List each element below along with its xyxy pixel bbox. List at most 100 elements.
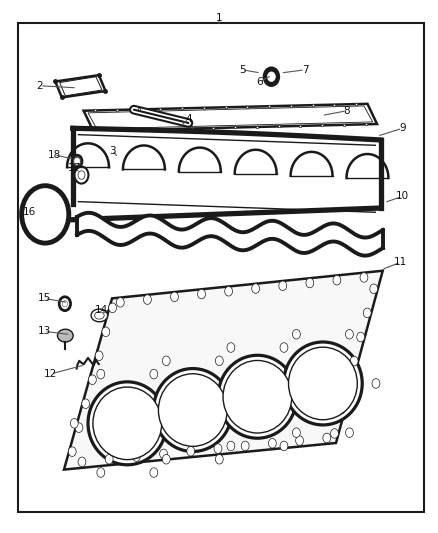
Ellipse shape [88,382,166,465]
Circle shape [198,289,205,299]
Circle shape [337,405,345,414]
Text: 17: 17 [68,163,81,173]
Circle shape [78,171,85,179]
Text: 9: 9 [399,123,406,133]
Circle shape [215,455,223,464]
Circle shape [360,273,368,282]
Text: 14: 14 [95,305,108,315]
Circle shape [177,418,184,428]
Circle shape [363,308,371,318]
Ellipse shape [91,309,108,322]
Ellipse shape [93,387,162,459]
Polygon shape [55,75,106,98]
Circle shape [117,297,124,307]
Text: 12: 12 [44,369,57,379]
Text: 2: 2 [37,81,43,91]
Circle shape [21,185,69,243]
Text: 15: 15 [38,293,51,303]
Circle shape [74,166,88,183]
Circle shape [225,287,233,296]
Circle shape [109,303,117,313]
Circle shape [346,428,353,438]
Ellipse shape [218,356,297,438]
Text: 1: 1 [215,13,223,23]
Circle shape [357,332,364,342]
Circle shape [150,369,158,379]
Ellipse shape [101,151,117,162]
Circle shape [241,441,249,451]
Circle shape [333,276,341,285]
Circle shape [97,468,105,478]
Text: 11: 11 [394,257,407,267]
Text: 7: 7 [302,65,308,75]
Circle shape [132,452,140,462]
Ellipse shape [57,329,73,342]
Circle shape [59,297,71,311]
Circle shape [68,447,76,456]
Circle shape [95,351,103,360]
Circle shape [201,392,208,401]
Circle shape [227,343,235,352]
Circle shape [323,433,331,443]
Circle shape [150,468,158,478]
Circle shape [372,378,380,388]
Circle shape [170,292,178,302]
Text: 3: 3 [109,146,115,156]
Circle shape [162,455,170,464]
Circle shape [280,441,288,451]
Circle shape [242,405,250,415]
Ellipse shape [97,147,121,166]
Ellipse shape [223,360,292,433]
Text: 8: 8 [344,106,350,116]
Circle shape [105,455,113,464]
Text: 4: 4 [185,114,192,124]
Text: 10: 10 [396,191,409,201]
Circle shape [279,281,287,290]
Polygon shape [64,271,383,470]
Circle shape [78,457,86,467]
Circle shape [370,284,378,294]
Ellipse shape [153,368,232,451]
Circle shape [215,356,223,366]
Text: 16: 16 [23,207,36,217]
Ellipse shape [289,347,357,419]
Circle shape [62,301,67,307]
Circle shape [144,295,151,304]
Circle shape [265,68,279,85]
Circle shape [102,327,110,336]
Circle shape [159,449,167,459]
Circle shape [306,278,314,288]
Circle shape [307,392,314,401]
Circle shape [71,418,78,428]
Text: 5: 5 [239,65,245,75]
Circle shape [74,158,80,165]
Ellipse shape [95,312,104,319]
Text: 6: 6 [256,77,263,87]
Circle shape [97,369,105,379]
Circle shape [187,447,195,456]
Circle shape [280,343,288,352]
Circle shape [227,441,235,451]
Circle shape [268,439,276,448]
Polygon shape [84,104,377,131]
Circle shape [293,428,300,438]
Ellipse shape [284,342,362,425]
Circle shape [82,399,90,408]
Circle shape [293,329,300,339]
Circle shape [346,329,353,339]
Circle shape [344,381,352,390]
Circle shape [88,375,96,384]
Text: 18: 18 [47,150,60,160]
Text: 13: 13 [38,326,51,336]
Circle shape [266,378,274,388]
Circle shape [75,423,83,432]
Polygon shape [73,128,381,220]
Circle shape [296,436,304,446]
Ellipse shape [159,374,227,446]
Circle shape [162,356,170,366]
Circle shape [350,357,358,366]
Circle shape [331,429,339,438]
Circle shape [268,72,276,82]
Circle shape [214,444,222,454]
Circle shape [72,155,82,167]
